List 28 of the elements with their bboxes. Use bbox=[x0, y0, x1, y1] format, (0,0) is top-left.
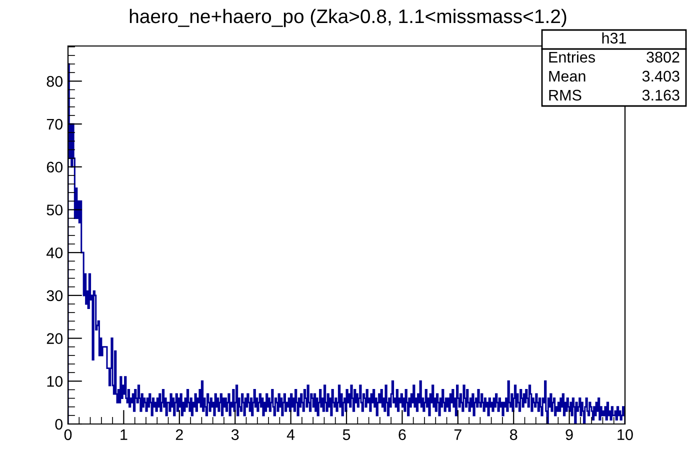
x-tick-label: 10 bbox=[618, 429, 633, 440]
text: 3.403 bbox=[642, 70, 680, 82]
text: h31 bbox=[602, 32, 626, 44]
x-tick-label: 4 bbox=[286, 429, 295, 440]
x-tick-label: 6 bbox=[398, 429, 406, 440]
x-tick-label: 0 bbox=[64, 429, 72, 440]
x-tick-label: 7 bbox=[454, 429, 462, 440]
y-tick-label: 10 bbox=[47, 376, 63, 387]
x-tick-label: 5 bbox=[342, 429, 350, 440]
x-tick-label: 2 bbox=[176, 429, 183, 440]
y-tick-label: 60 bbox=[46, 162, 63, 173]
annotation: RMS bbox=[549, 90, 582, 101]
x-tick-label: 3 bbox=[231, 429, 239, 440]
annotation: Entries bbox=[549, 51, 595, 63]
x-tick-label: 9 bbox=[566, 429, 573, 440]
annotation: Mean bbox=[549, 70, 586, 82]
y-tick-label: 30 bbox=[46, 290, 63, 302]
y-tick-label: 70 bbox=[46, 118, 63, 130]
y-tick-label: 20 bbox=[46, 333, 63, 344]
y-tick-label: 0 bbox=[55, 418, 63, 430]
x-tick-label: 1 bbox=[120, 429, 128, 440]
chart-title: haero_ne+haero_po (Zka>0.8, 1.1<missmass<1.2) bbox=[130, 8, 566, 28]
y-tick-label: 40 bbox=[46, 247, 63, 258]
text: 3.163 bbox=[642, 90, 680, 101]
y-tick-label: 50 bbox=[46, 204, 63, 216]
y-tick-label: 80 bbox=[46, 76, 63, 87]
x-tick-label: 8 bbox=[510, 429, 518, 440]
text: 3802 bbox=[646, 52, 680, 63]
